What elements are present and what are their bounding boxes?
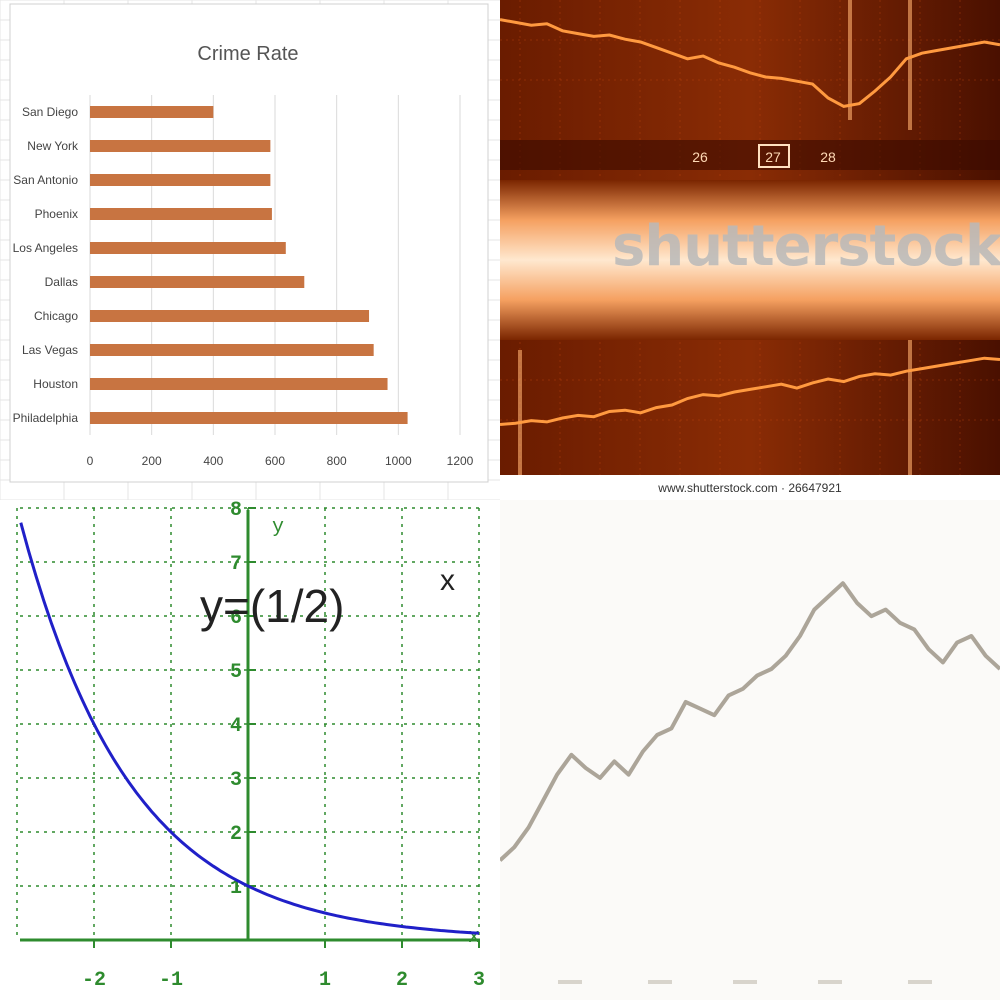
ticker-line-top (500, 18, 1000, 108)
x-axis-label: x (468, 926, 480, 949)
x-tick-label: -2 (82, 969, 106, 992)
exponential-graph: -2 -1 1 2 3 1 2 3 4 5 6 7 8 x y y=(1/2) x (16, 500, 485, 992)
x-tick-label: 1 (319, 969, 331, 992)
equation-text: y=(1/2) (200, 580, 344, 632)
faded-x-label (818, 980, 842, 984)
faded-background (500, 500, 1000, 1000)
crime-rate-chart-panel: Crime Rate San Diego New York San Antonio P… (0, 0, 500, 500)
equation-exponent: x (440, 564, 455, 597)
bar (90, 106, 214, 118)
x-tick-label: 800 (327, 454, 347, 468)
category-label: Las Vegas (22, 343, 78, 357)
x-tick-label: 200 (142, 454, 162, 468)
x-tick-label: 3 (473, 969, 485, 992)
exponential-graph-panel: -2 -1 1 2 3 1 2 3 4 5 6 7 8 x y y=(1/2) x (0, 500, 500, 1000)
ticker-highlight (758, 144, 790, 168)
category-label: Houston (33, 377, 78, 391)
x-tick-label: 1000 (385, 454, 412, 468)
stock-ticker-image: 26 27 28 shutterstock www.shutterstock.com… (500, 0, 1000, 500)
category-label: San Antonio (13, 173, 78, 187)
shutterstock-url: www.shutterstock.com · 26647921 (657, 481, 842, 495)
y-tick-label: 5 (230, 661, 242, 684)
ticker-label: 27 (765, 149, 781, 165)
bar (90, 276, 305, 288)
ticker-line-bottom (500, 356, 1000, 426)
x-tick-label: 600 (265, 454, 285, 468)
x-tick-label: 1200 (447, 454, 474, 468)
faded-price-chart-panel (500, 500, 1000, 1000)
x-tick-label: 0 (87, 454, 94, 468)
category-label: Phoenix (35, 207, 78, 221)
category-label: Los Angeles (13, 241, 78, 255)
light-band (500, 180, 1000, 340)
x-tick-labels: 0 200 400 600 800 1000 1200 (87, 454, 474, 468)
faded-x-label (648, 980, 672, 984)
category-label: Philadelphia (13, 411, 79, 425)
y-tick-label: 2 (230, 823, 242, 846)
function-curve (19, 522, 480, 935)
y-tick-label: 4 (230, 715, 242, 738)
ticker-strip (500, 140, 1000, 170)
bar (90, 140, 271, 152)
category-label: Chicago (34, 309, 78, 323)
ticker-labels: 26 27 28 (692, 144, 836, 168)
faded-x-label (733, 980, 757, 984)
bar (90, 242, 286, 254)
category-labels: San Diego New York San Antonio Phoenix Los A… (13, 105, 79, 425)
x-tick-label: 2 (396, 969, 408, 992)
ticker-grid (500, 0, 1000, 475)
stock-ticker-panel: 26 27 28 shutterstock www.shutterstock.com… (500, 0, 1000, 500)
watermark-footer (500, 475, 1000, 500)
bar (90, 344, 374, 356)
chart-title: Crime Rate (197, 43, 298, 65)
bar (90, 378, 388, 390)
category-label: Dallas (45, 275, 78, 289)
bar (90, 174, 271, 186)
crime-rate-chart: Crime Rate San Diego New York San Antonio P… (0, 0, 500, 500)
faded-price-chart (500, 500, 1000, 1000)
bar (90, 412, 408, 424)
y-tick-label: 6 (230, 607, 242, 630)
y-axis-label: y (272, 516, 284, 539)
shutterstock-watermark: shutterstock (612, 214, 1000, 279)
x-tick-label: -1 (159, 969, 183, 992)
y-tick-label: 7 (230, 553, 242, 576)
x-tick-label: 400 (203, 454, 223, 468)
y-tick-label: 8 (230, 500, 242, 522)
price-line (500, 581, 1000, 862)
category-label: San Diego (22, 105, 78, 119)
y-tick-label: 3 (230, 769, 242, 792)
bar (90, 208, 272, 220)
faded-x-label (558, 980, 582, 984)
bars (90, 106, 408, 424)
faded-x-labels (558, 980, 932, 984)
x-tick-labels: -2 -1 1 2 3 (82, 940, 485, 992)
ticker-label: 28 (820, 149, 836, 165)
faded-x-label (908, 980, 932, 984)
bar (90, 310, 370, 322)
ticker-label: 26 (692, 149, 708, 165)
category-label: New York (27, 139, 79, 153)
